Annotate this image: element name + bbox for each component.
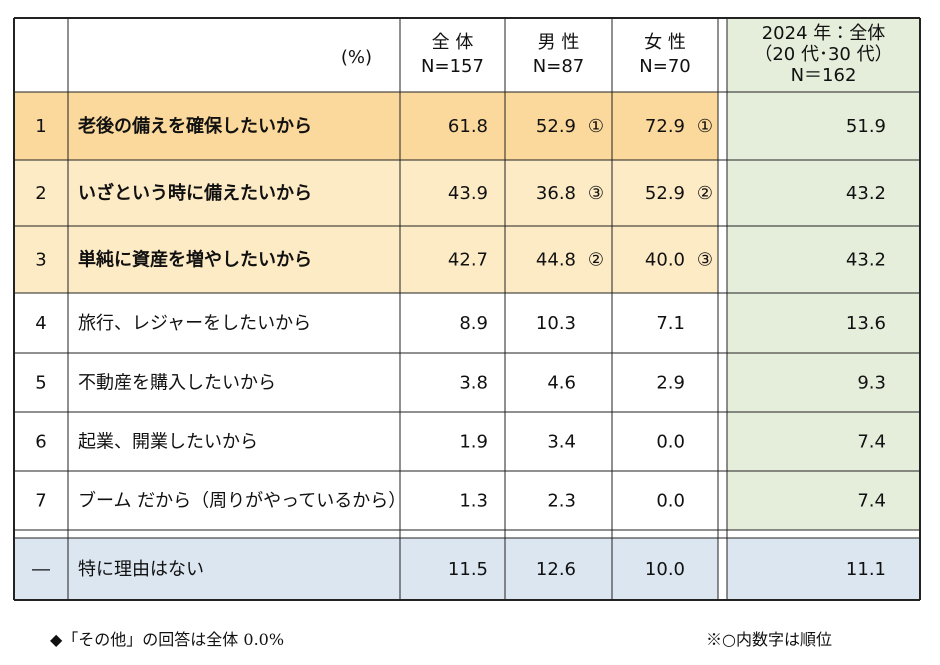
row-number: 6 — [35, 432, 46, 453]
cell-female: 7.1 — [656, 313, 685, 334]
row-bg-2024 — [727, 226, 920, 293]
cell-2024: 13.6 — [846, 313, 886, 334]
row-bg — [14, 471, 718, 530]
row-reason: いざという時に備えたいから — [78, 182, 312, 204]
cell-male: 4.6 — [547, 373, 576, 394]
cell-male: 52.9 — [536, 116, 576, 137]
rank-female: ③ — [697, 250, 713, 271]
row-bg-2024 — [727, 538, 920, 600]
cell-2024: 51.9 — [846, 116, 886, 137]
row-number: ― — [32, 559, 50, 580]
row-bg — [14, 160, 718, 226]
header-label: 2024 年：全体 — [762, 23, 886, 44]
row-bg — [14, 538, 718, 600]
rank-male: ② — [588, 250, 604, 271]
cell-total: 43.9 — [448, 183, 488, 204]
row-number: 4 — [35, 313, 46, 334]
header-label: N=70 — [639, 56, 690, 77]
cell-2024: 11.1 — [846, 559, 886, 580]
row-bg — [14, 293, 718, 353]
cell-male: 2.3 — [547, 491, 576, 512]
header-label: 女 性 — [644, 32, 686, 53]
header-label: N=157 — [421, 56, 484, 77]
row-number: 3 — [35, 250, 46, 271]
cell-total: 1.9 — [459, 432, 488, 453]
header-label: （20 代･30 代） — [754, 44, 892, 65]
cell-male: 36.8 — [536, 183, 576, 204]
cell-total: 42.7 — [448, 250, 488, 271]
row-bg — [14, 412, 718, 471]
cell-total: 61.8 — [448, 116, 488, 137]
row-reason: 旅行、レジャーをしたいから — [78, 313, 311, 334]
cell-female: 0.0 — [656, 491, 685, 512]
row-reason: 起業、開業したいから — [78, 432, 258, 453]
header-unit: (%) — [341, 47, 372, 68]
rank-female: ① — [697, 116, 713, 137]
row-reason: 単純に資産を増やしたいから — [78, 249, 312, 271]
rank-female: ② — [697, 183, 713, 204]
cell-female: 52.9 — [645, 183, 685, 204]
row-number: 2 — [35, 183, 46, 204]
row-number: 1 — [35, 116, 46, 137]
table: (%) 全 体 N=157 男 性 N=87 女 性 N=70 2024 年：全体（20 代･… — [13, 17, 921, 601]
row-bg-2024 — [727, 353, 920, 412]
row-reason: ブーム だから（周りがやっているから） — [78, 490, 406, 512]
cell-female: 10.0 — [645, 559, 685, 580]
cell-total: 1.3 — [459, 491, 488, 512]
gap-bg — [718, 18, 727, 600]
cell-female: 2.9 — [656, 373, 685, 394]
header-label: N＝162 — [791, 65, 857, 86]
header-label: 男 性 — [538, 32, 580, 53]
footnote-left: ◆「その他」の回答は全体 0.0% — [50, 630, 285, 649]
row-bg — [14, 353, 718, 412]
cell-total: 11.5 — [448, 559, 488, 580]
header-bg-2024 — [727, 18, 920, 92]
cell-2024: 9.3 — [857, 373, 886, 394]
row-reason: 老後の備えを確保したいから — [78, 115, 312, 137]
row-bg — [14, 92, 718, 160]
cell-male: 12.6 — [536, 559, 576, 580]
header-label: N=87 — [533, 56, 584, 77]
cell-female: 40.0 — [645, 250, 685, 271]
row-reason: 不動産を購入したいから — [78, 373, 276, 394]
row-number: 7 — [35, 491, 46, 512]
footnote-right: ※○内数字は順位 — [706, 630, 832, 649]
row-bg — [14, 226, 718, 293]
cell-male: 44.8 — [536, 250, 576, 271]
rank-male: ③ — [588, 183, 604, 204]
cell-female: 0.0 — [656, 432, 685, 453]
header-label: 全 体 — [432, 32, 474, 53]
row-bg-2024 — [727, 92, 920, 160]
cell-2024: 43.2 — [846, 183, 886, 204]
row-bg-2024 — [727, 160, 920, 226]
cell-2024: 7.4 — [857, 432, 886, 453]
row-bg-2024 — [727, 471, 920, 530]
cell-2024: 7.4 — [857, 491, 886, 512]
row-number: 5 — [35, 373, 46, 394]
row-reason: 特に理由はない — [78, 559, 204, 580]
rank-male: ① — [588, 116, 604, 137]
row-bg-2024 — [727, 293, 920, 353]
cell-total: 8.9 — [459, 313, 488, 334]
row-bg-2024 — [727, 412, 920, 471]
cell-male: 10.3 — [536, 313, 576, 334]
cell-2024: 43.2 — [846, 250, 886, 271]
cell-male: 3.4 — [547, 432, 576, 453]
cell-female: 72.9 — [645, 116, 685, 137]
cell-total: 3.8 — [459, 373, 488, 394]
